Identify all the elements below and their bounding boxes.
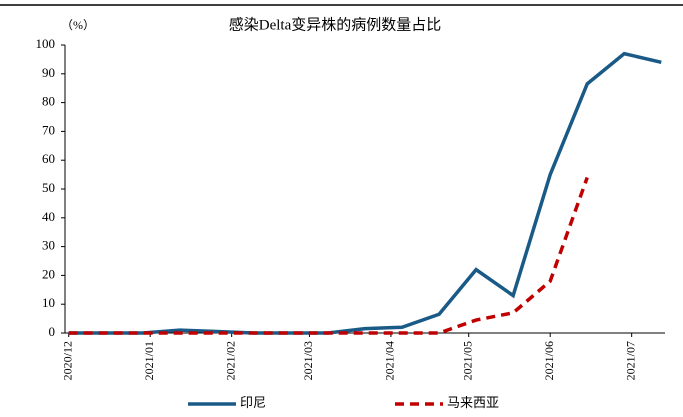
series-line [68,51,662,335]
y-tick-label: 60 [42,151,55,166]
y-tick-label: 30 [42,238,55,253]
y-tick-label: 100 [36,36,56,51]
chart-title: 感染Delta变异株的病例数量占比 [229,16,441,33]
y-tick-label: 10 [42,295,55,310]
x-tick-label: 2021/05 [460,341,474,380]
x-tick-label: 2021/04 [383,341,397,380]
x-tick-label: 2021/07 [623,341,637,380]
legend-label: 印尼 [240,395,266,410]
x-tick-label: 2021/02 [223,341,237,380]
y-tick-label: 0 [49,324,56,339]
series-line [68,176,589,335]
y-tick-label: 90 [42,65,55,80]
y-tick-label: 40 [42,209,55,224]
y-tick-label: 20 [42,266,55,281]
x-tick-label: 2021/03 [301,341,315,380]
legend-label: 马来西亚 [447,395,499,410]
y-tick-label: 50 [42,180,55,195]
x-tick-label: 2021/06 [542,341,556,380]
y-tick-label: 80 [42,94,55,109]
x-tick-label: 2020/12 [60,341,74,380]
x-tick-label: 2021/01 [142,341,156,380]
y-axis-label: （%） [61,18,95,32]
y-tick-label: 70 [42,122,55,137]
